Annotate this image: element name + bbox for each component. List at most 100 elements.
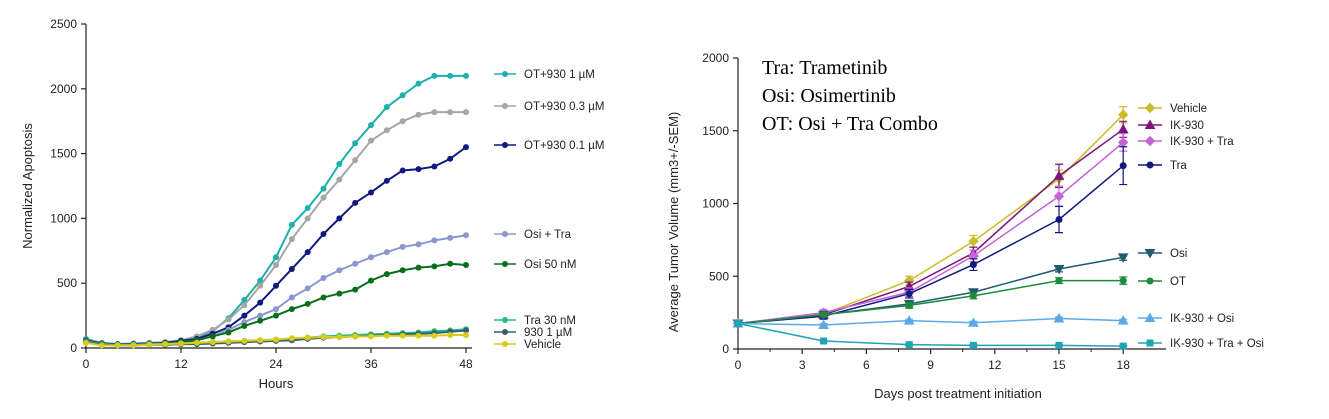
data-point — [273, 262, 279, 269]
data-point — [383, 177, 390, 184]
data-point — [241, 302, 248, 309]
data-point — [415, 264, 422, 271]
data-point — [241, 297, 248, 304]
data-point — [1053, 191, 1065, 202]
x-tick-label: 36 — [364, 357, 378, 371]
legend-label: 930 1 µM — [524, 327, 572, 339]
x-tick-label: 0 — [735, 358, 742, 372]
data-point — [273, 282, 279, 289]
data-point — [320, 333, 327, 340]
legend-entry: IK-930 + Tra + Osi — [1138, 338, 1264, 350]
series-line — [737, 128, 1124, 325]
data-point — [288, 265, 295, 272]
data-point — [209, 333, 216, 340]
y-axis-label: Average Tumor Volume (mm3+/-SEM) — [666, 112, 681, 332]
series-8 — [734, 320, 1128, 350]
legend-label: Tra — [1170, 160, 1187, 172]
data-point — [241, 312, 248, 319]
data-point — [463, 72, 469, 79]
data-point — [352, 333, 359, 340]
series-4 — [83, 232, 469, 348]
legend-marker — [502, 71, 508, 77]
series-2 — [732, 120, 1129, 328]
y-tick-label: 500 — [57, 276, 77, 290]
y-tick-label: 1000 — [702, 197, 729, 211]
legend-label: Osi — [1170, 248, 1187, 260]
data-point — [431, 72, 438, 79]
data-point — [1117, 109, 1129, 120]
data-point — [415, 111, 422, 118]
data-point — [1053, 264, 1065, 275]
data-point — [968, 236, 979, 247]
data-point — [257, 277, 264, 284]
series-line — [737, 317, 1124, 326]
data-point — [447, 260, 454, 267]
data-point — [447, 332, 454, 339]
legend-label: OT — [1170, 276, 1186, 288]
legend-label: Vehicle — [1170, 103, 1207, 115]
data-point — [336, 290, 343, 297]
series-line — [737, 114, 1124, 325]
data-point — [368, 122, 374, 129]
data-point — [1055, 216, 1063, 224]
data-point — [383, 249, 390, 256]
data-point — [273, 306, 279, 313]
x-tick-label: 9 — [927, 358, 934, 372]
data-point — [431, 332, 438, 339]
data-point — [352, 199, 359, 206]
data-point — [336, 215, 343, 222]
data-point — [114, 342, 121, 349]
series-7 — [732, 312, 1129, 329]
legend-label: Tra 30 nM — [524, 315, 576, 327]
x-axis-label: Hours — [259, 376, 294, 391]
legend-label: IK-930 + Tra + Osi — [1170, 338, 1264, 350]
legend-marker — [502, 329, 508, 335]
legend-label: IK-930 + Osi — [1170, 313, 1234, 325]
data-point — [368, 189, 374, 196]
legend-label: IK-930 + Tra — [1170, 136, 1234, 148]
x-tick-label: 0 — [83, 357, 90, 371]
x-tick-label: 48 — [459, 357, 473, 371]
data-point — [336, 160, 343, 167]
data-point — [1119, 342, 1127, 350]
data-point — [130, 342, 137, 349]
data-point — [431, 163, 438, 170]
legend-label: Vehicle — [524, 339, 561, 351]
data-point — [447, 155, 454, 162]
data-point — [273, 336, 279, 343]
data-point — [178, 340, 184, 347]
y-tick-label: 0 — [722, 342, 729, 356]
data-point — [225, 338, 232, 345]
data-point — [241, 322, 248, 329]
x-tick-label: 15 — [1052, 358, 1066, 372]
data-point — [463, 262, 469, 269]
series-1 — [732, 106, 1129, 329]
data-point — [415, 332, 422, 339]
data-point — [257, 282, 264, 289]
y-tick-label: 1500 — [50, 147, 77, 161]
legend-label: Osi + Tra — [524, 229, 572, 241]
data-point — [447, 234, 454, 241]
data-point — [257, 312, 264, 319]
data-point — [1117, 315, 1129, 325]
legend-label: OT+930 0.1 µM — [524, 140, 604, 152]
legend-label: OT+930 1 µM — [524, 69, 595, 81]
legend-entry: IK-930 + Osi — [1138, 312, 1234, 325]
data-point — [273, 254, 279, 261]
data-point — [463, 232, 469, 239]
legend-entry: Osi — [1138, 248, 1187, 260]
data-point — [399, 118, 406, 125]
data-point — [257, 317, 264, 324]
data-point — [146, 341, 153, 348]
data-point — [463, 144, 469, 151]
data-point — [383, 271, 390, 278]
data-point — [1117, 253, 1129, 263]
legend-entry: OT+930 1 µM — [494, 69, 595, 81]
data-point — [968, 317, 979, 327]
data-point — [320, 194, 327, 201]
series-line — [737, 279, 1124, 325]
data-point — [1119, 162, 1127, 170]
legend-marker — [502, 317, 508, 323]
data-point — [320, 185, 327, 192]
legend-entry: IK-930 — [1138, 119, 1204, 132]
